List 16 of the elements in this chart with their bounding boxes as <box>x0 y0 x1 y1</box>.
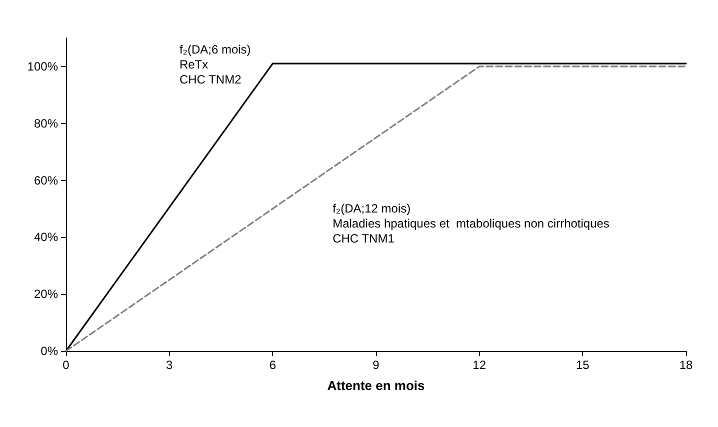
y-tick-label: 40% <box>34 230 58 244</box>
x-tick-label: 12 <box>472 358 486 372</box>
annotation: f₂(DA;6 mois) ReTx CHC TNM2 <box>179 42 251 87</box>
y-tick-label: 100% <box>27 59 58 74</box>
y-tick-label: 0% <box>40 344 58 358</box>
x-tick-label: 0 <box>62 358 70 372</box>
x-tick-label: 9 <box>372 358 380 372</box>
x-tick-label: 3 <box>166 358 173 372</box>
y-tick-label: 20% <box>34 287 58 302</box>
x-tick-label: 15 <box>576 358 590 372</box>
x-axis-title: Attente en mois <box>327 378 425 393</box>
annotation: f₂(DA;12 mois) Maladies hpatiques et mtaboliques non cirrhotiques CHC TNM1 <box>332 201 610 246</box>
y-tick-label: 80% <box>34 116 58 130</box>
x-tick-label: 6 <box>269 358 276 372</box>
y-tick-label: 60% <box>34 173 58 188</box>
x-tick-label: 18 <box>679 358 693 372</box>
